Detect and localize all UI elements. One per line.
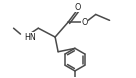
Text: O: O bbox=[82, 18, 88, 27]
Text: HN: HN bbox=[24, 33, 36, 42]
Text: O: O bbox=[75, 3, 81, 12]
